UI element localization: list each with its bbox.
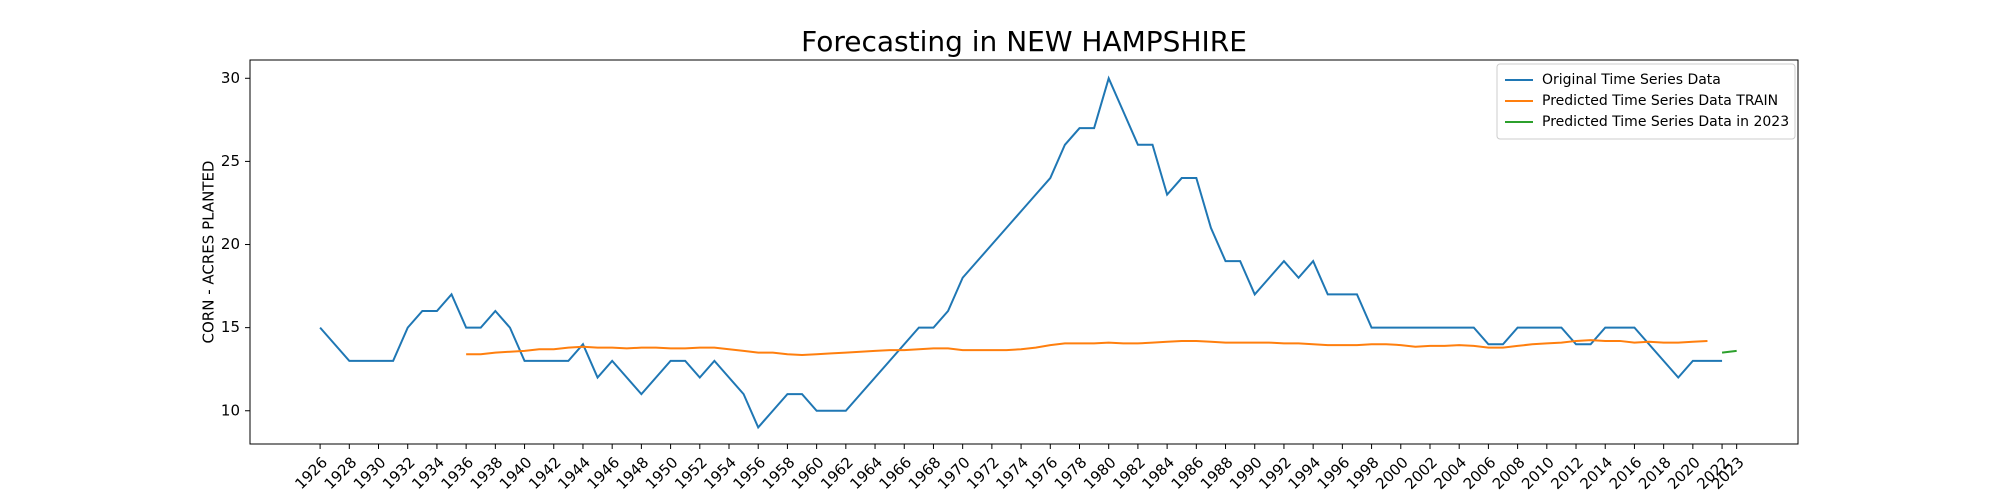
y-tick-label: 20 bbox=[221, 235, 240, 253]
y-tick-label: 25 bbox=[221, 152, 240, 170]
series-line bbox=[1721, 349, 1737, 354]
legend-label: Predicted Time Series Data TRAIN bbox=[1542, 93, 1778, 109]
legend-label: Predicted Time Series Data in 2023 bbox=[1542, 114, 1789, 130]
chart-title: Forecasting in NEW HAMPSHIRE bbox=[801, 25, 1247, 58]
legend-label: Original Time Series Data bbox=[1542, 72, 1721, 88]
legend-frame bbox=[1496, 63, 1796, 140]
plot-frame bbox=[249, 59, 1799, 445]
y-tick-label: 30 bbox=[221, 69, 240, 87]
series-line bbox=[466, 339, 1708, 357]
y-tick-label: 10 bbox=[221, 401, 240, 419]
y-tick-label: 15 bbox=[221, 318, 240, 336]
series-line bbox=[319, 75, 1723, 430]
legend: Original Time Series Data Predicted Time … bbox=[1496, 63, 1796, 140]
y-axis-label: CORN - ACRES PLANTED bbox=[200, 161, 218, 344]
